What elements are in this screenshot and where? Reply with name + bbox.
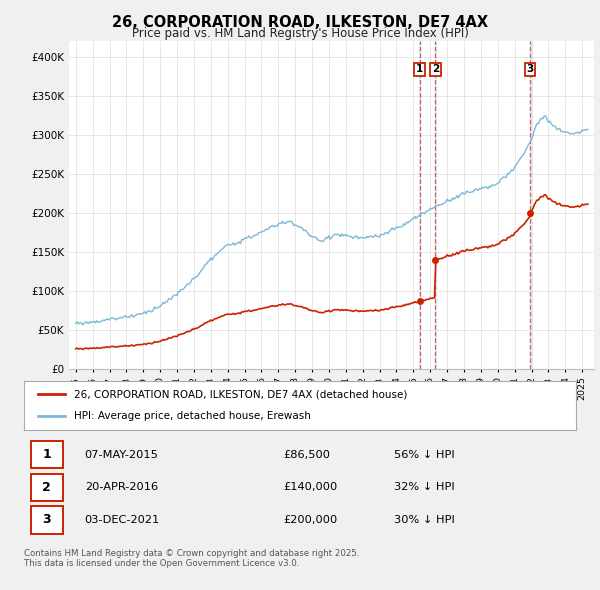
Text: 2: 2 (42, 481, 51, 494)
Text: 56% ↓ HPI: 56% ↓ HPI (394, 450, 455, 460)
Text: 26, CORPORATION ROAD, ILKESTON, DE7 4AX: 26, CORPORATION ROAD, ILKESTON, DE7 4AX (112, 15, 488, 30)
Text: 2: 2 (431, 64, 439, 74)
FancyBboxPatch shape (31, 506, 62, 533)
Bar (530, 41, 531, 369)
Text: Contains HM Land Registry data © Crown copyright and database right 2025.
This d: Contains HM Land Registry data © Crown c… (24, 549, 359, 568)
FancyBboxPatch shape (31, 441, 62, 468)
Text: 20-APR-2016: 20-APR-2016 (85, 483, 158, 492)
Bar (434, 41, 436, 369)
Text: £140,000: £140,000 (283, 483, 338, 492)
Text: 30% ↓ HPI: 30% ↓ HPI (394, 515, 455, 525)
FancyBboxPatch shape (31, 474, 62, 501)
Text: 3: 3 (527, 64, 534, 74)
Text: 3: 3 (43, 513, 51, 526)
Text: £200,000: £200,000 (283, 515, 338, 525)
Text: Price paid vs. HM Land Registry's House Price Index (HPI): Price paid vs. HM Land Registry's House … (131, 27, 469, 40)
Text: 07-MAY-2015: 07-MAY-2015 (85, 450, 158, 460)
Bar (419, 41, 420, 369)
Text: 1: 1 (42, 448, 51, 461)
Text: 03-DEC-2021: 03-DEC-2021 (85, 515, 160, 525)
Text: 32% ↓ HPI: 32% ↓ HPI (394, 483, 455, 492)
Text: HPI: Average price, detached house, Erewash: HPI: Average price, detached house, Erew… (74, 411, 311, 421)
Text: 1: 1 (416, 64, 423, 74)
Text: 26, CORPORATION ROAD, ILKESTON, DE7 4AX (detached house): 26, CORPORATION ROAD, ILKESTON, DE7 4AX … (74, 389, 407, 399)
Text: £86,500: £86,500 (283, 450, 331, 460)
